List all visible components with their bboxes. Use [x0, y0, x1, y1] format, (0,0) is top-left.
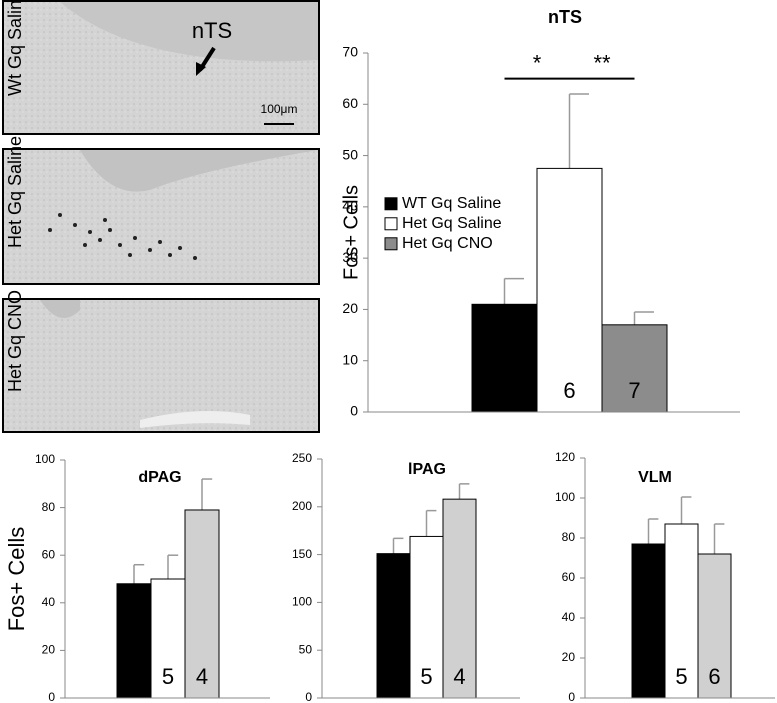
bar	[471, 303, 538, 413]
y-tick-label: 20	[42, 643, 56, 657]
bar	[697, 553, 732, 699]
bar	[536, 167, 603, 413]
y-tick-label: 40	[42, 595, 56, 609]
chart-title: dPAG	[138, 469, 181, 486]
bar	[150, 578, 186, 699]
legend-label: WT Gq Saline	[402, 195, 501, 212]
n-label: 4	[196, 664, 208, 689]
y-axis-label: Fos+ Cells	[4, 527, 29, 632]
y-axis-label: Fos+ Cells	[340, 185, 362, 280]
bar	[664, 523, 699, 699]
y-tick-label: 50	[342, 146, 358, 162]
y-tick-label: 0	[350, 403, 358, 419]
y-tick-label: 120	[555, 450, 575, 464]
n-label: 6	[563, 378, 575, 403]
y-tick-label: 0	[568, 690, 575, 703]
y-tick-label: 250	[292, 451, 312, 465]
n-label: 6	[642, 664, 654, 689]
panel-label: Wt Gq Saline	[5, 0, 25, 96]
micrograph-wt: Wt Gq Saline nTS 100μm	[2, 0, 320, 135]
bar	[409, 535, 444, 699]
legend-label: Het Gq CNO	[402, 235, 493, 252]
y-tick-label: 60	[42, 547, 56, 561]
y-tick-label: 100	[555, 490, 575, 504]
y-tick-label: 50	[299, 642, 313, 656]
micrograph-het-saline: Het Gq Saline	[2, 136, 320, 285]
y-tick-label: 70	[342, 44, 358, 60]
n-label: 5	[498, 378, 510, 403]
y-tick-label: 20	[562, 650, 576, 664]
region-label: nTS	[192, 18, 232, 43]
legend-label: Het Gq Saline	[402, 215, 502, 232]
significance-label: *	[533, 50, 542, 75]
bar	[631, 543, 666, 699]
y-tick-label: 40	[562, 610, 576, 624]
legend-swatch	[384, 197, 398, 211]
n-label: 5	[675, 664, 687, 689]
chart-title: VLM	[638, 469, 672, 486]
chart-title: lPAG	[408, 461, 446, 478]
chart-title: nTS	[548, 7, 582, 27]
panel-label: Het Gq Saline	[5, 136, 25, 248]
n-label: 4	[453, 664, 465, 689]
scale-label: 100μm	[261, 102, 298, 116]
legend-swatch	[384, 217, 398, 231]
n-label: 6	[708, 664, 720, 689]
significance-label: **	[593, 50, 611, 75]
y-tick-label: 80	[562, 530, 576, 544]
y-tick-label: 0	[305, 690, 312, 703]
y-tick-label: 20	[342, 300, 358, 316]
y-tick-label: 80	[42, 500, 56, 514]
n-label: 7	[628, 378, 640, 403]
y-tick-label: 40	[342, 198, 358, 214]
n-label: 5	[162, 664, 174, 689]
n-label: 6	[128, 664, 140, 689]
y-tick-label: 200	[292, 499, 312, 513]
micrograph-het-cno: Het Gq CNO	[2, 290, 320, 433]
bar	[376, 553, 411, 699]
y-tick-label: 60	[562, 570, 576, 584]
y-tick-label: 100	[35, 452, 55, 466]
y-tick-label: 100	[292, 595, 312, 609]
panel-label: Het Gq CNO	[5, 290, 25, 392]
y-tick-label: 60	[342, 95, 358, 111]
y-tick-label: 10	[342, 351, 358, 367]
y-tick-label: 30	[342, 249, 358, 265]
y-tick-label: 0	[48, 690, 55, 703]
legend-swatch	[384, 237, 398, 251]
n-label: 5	[420, 664, 432, 689]
n-label: 6	[387, 664, 399, 689]
y-tick-label: 150	[292, 547, 312, 561]
bar	[601, 324, 668, 413]
